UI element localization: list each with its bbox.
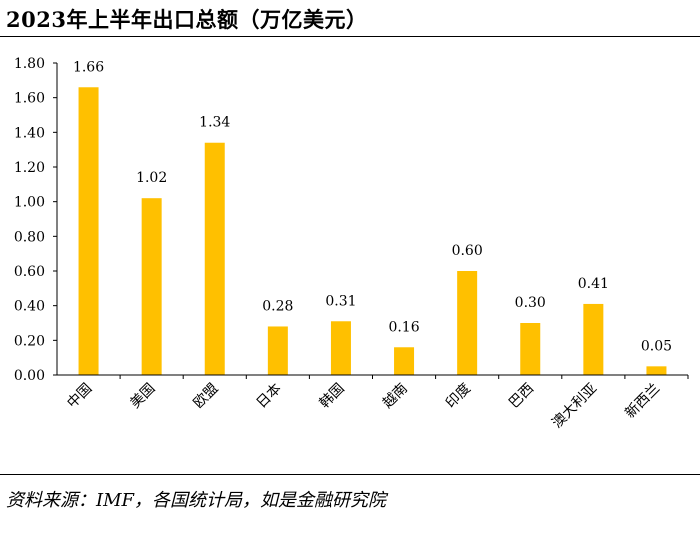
- category-label: 新西兰: [622, 381, 663, 422]
- y-tick-label: 1.20: [14, 160, 45, 176]
- y-tick-label: 1.40: [14, 125, 45, 141]
- category-label: 日本: [254, 381, 285, 412]
- category-label: 中国: [64, 381, 95, 412]
- chart-title: 2023年上半年出口总额（万亿美元）: [6, 7, 368, 32]
- category-label: 澳大利亚: [549, 381, 600, 432]
- y-tick-label: 0.40: [14, 299, 45, 315]
- bar: [78, 87, 99, 375]
- bar: [267, 326, 288, 375]
- bar: [394, 347, 415, 375]
- y-tick-label: 1.60: [14, 91, 45, 107]
- y-tick-label: 1.80: [14, 56, 45, 72]
- category-label: 巴西: [506, 381, 537, 412]
- bar: [646, 366, 667, 375]
- bar: [520, 323, 541, 375]
- data-label: 0.30: [515, 295, 546, 311]
- x-axis: 中国 美国 欧盟 日本 韩国 越南 印度 巴西 澳大利亚 新西兰: [57, 374, 689, 432]
- bars: 1.66 1.02 1.34 0.28 0.31 0.16 0.60 0.30 0.41 0.05: [73, 59, 672, 375]
- y-tick-label: 0.80: [14, 229, 45, 245]
- bar: [583, 303, 604, 375]
- data-label: 1.34: [199, 115, 230, 131]
- bar: [204, 142, 225, 375]
- y-axis: 0.00 0.20 0.40 0.60 0.80 1.00 1.20 1.40 1.60 1.80: [14, 56, 58, 384]
- y-tick-label: 0.00: [14, 368, 45, 384]
- bar: [141, 198, 162, 375]
- category-label: 美国: [127, 381, 158, 412]
- top-rule: [0, 36, 700, 37]
- y-tick-label: 0.20: [14, 333, 45, 349]
- bar: [457, 271, 478, 375]
- data-label: 0.16: [388, 319, 419, 335]
- y-tick-label: 0.60: [14, 264, 45, 280]
- data-label: 0.60: [452, 243, 483, 259]
- category-label: 印度: [443, 381, 474, 412]
- category-label: 越南: [380, 381, 411, 412]
- source-note: 资料来源：IMF，各国统计局，如是金融研究院: [6, 490, 387, 511]
- data-label: 1.66: [73, 59, 104, 75]
- bar-chart: 0.00 0.20 0.40 0.60 0.80 1.00 1.20 1.40 1.60 1.80…: [14, 56, 689, 432]
- data-label: 0.28: [262, 298, 293, 314]
- bar: [330, 321, 351, 375]
- data-label: 0.05: [641, 338, 672, 354]
- y-tick-label: 1.00: [14, 195, 45, 211]
- data-label: 0.31: [325, 293, 356, 309]
- data-label: 1.02: [136, 170, 167, 186]
- data-label: 0.41: [578, 276, 609, 292]
- category-label: 韩国: [317, 381, 348, 412]
- category-label: 欧盟: [190, 381, 221, 412]
- bottom-rule: [0, 474, 700, 475]
